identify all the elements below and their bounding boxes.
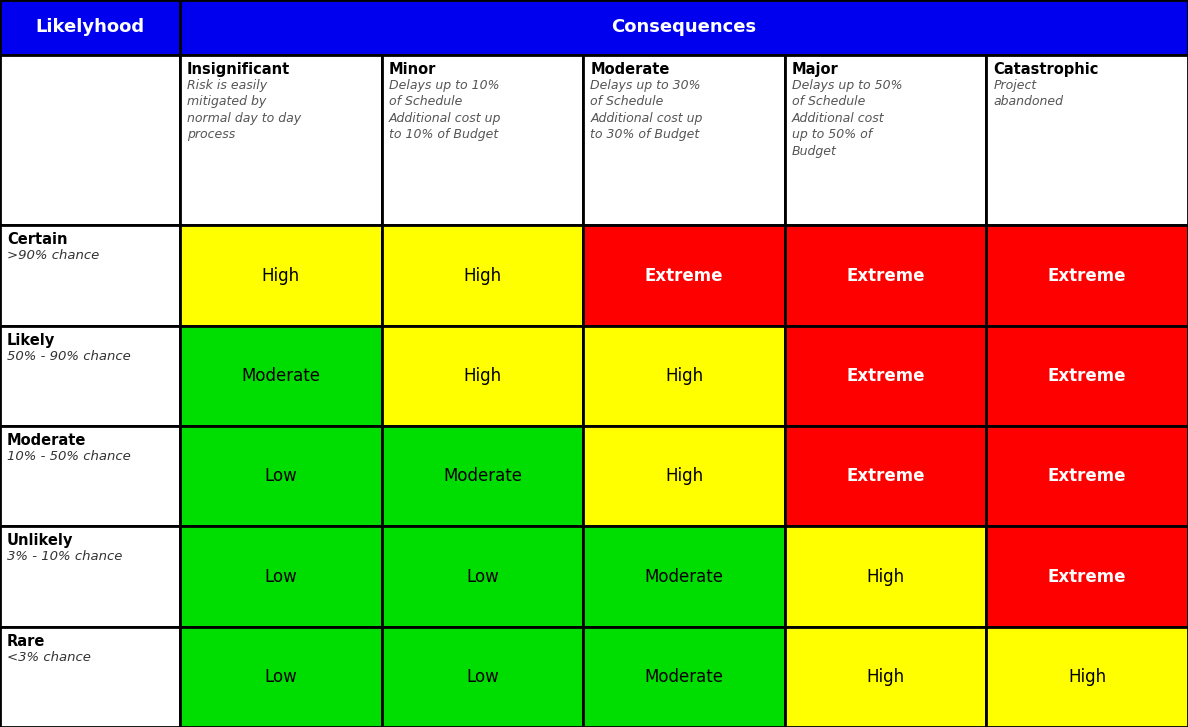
Text: 50% - 90% chance: 50% - 90% chance <box>7 350 131 363</box>
Bar <box>986 225 1188 326</box>
Text: High: High <box>261 267 299 284</box>
Bar <box>583 55 785 225</box>
Bar <box>181 55 381 225</box>
Bar <box>785 225 986 326</box>
Text: >90% chance: >90% chance <box>7 249 100 262</box>
Text: Extreme: Extreme <box>846 467 924 485</box>
Bar <box>785 526 986 627</box>
Bar <box>785 55 986 225</box>
Text: High: High <box>665 467 703 485</box>
Bar <box>181 225 381 326</box>
Bar <box>0 225 181 326</box>
Text: Moderate: Moderate <box>590 62 670 76</box>
Bar <box>181 426 381 526</box>
Text: Moderate: Moderate <box>645 568 723 585</box>
Text: Project
abandoned: Project abandoned <box>993 79 1063 108</box>
Text: Extreme: Extreme <box>1048 467 1126 485</box>
Text: High: High <box>866 668 904 686</box>
Text: Risk is easily
mitigated by
normal day to day
process: Risk is easily mitigated by normal day t… <box>187 79 301 141</box>
Text: Extreme: Extreme <box>1048 267 1126 284</box>
Text: 3% - 10% chance: 3% - 10% chance <box>7 550 122 563</box>
Text: Moderate: Moderate <box>443 467 522 485</box>
Text: Likely: Likely <box>7 333 56 348</box>
Bar <box>0 526 181 627</box>
Bar <box>583 426 785 526</box>
Text: Delays up to 10%
of Schedule
Additional cost up
to 10% of Budget: Delays up to 10% of Schedule Additional … <box>388 79 501 141</box>
Text: High: High <box>463 367 501 385</box>
Text: Rare: Rare <box>7 634 45 648</box>
Bar <box>0 426 181 526</box>
Text: Consequences: Consequences <box>612 18 757 36</box>
Text: Extreme: Extreme <box>1048 367 1126 385</box>
Text: Minor: Minor <box>388 62 436 76</box>
Text: Delays up to 30%
of Schedule
Additional cost up
to 30% of Budget: Delays up to 30% of Schedule Additional … <box>590 79 702 141</box>
Text: Major: Major <box>791 62 839 76</box>
Text: Low: Low <box>265 668 297 686</box>
Text: Moderate: Moderate <box>645 668 723 686</box>
Text: Certain: Certain <box>7 233 68 247</box>
Text: Delays up to 50%
of Schedule
Additional cost
up to 50% of
Budget: Delays up to 50% of Schedule Additional … <box>791 79 903 158</box>
Bar <box>381 627 583 727</box>
Text: Insignificant: Insignificant <box>187 62 290 76</box>
Bar <box>986 526 1188 627</box>
Text: Unlikely: Unlikely <box>7 534 74 548</box>
Text: Moderate: Moderate <box>7 433 87 448</box>
Text: Low: Low <box>265 467 297 485</box>
Bar <box>381 526 583 627</box>
Bar <box>381 426 583 526</box>
Bar <box>986 426 1188 526</box>
Text: Low: Low <box>466 668 499 686</box>
Text: Extreme: Extreme <box>846 267 924 284</box>
Text: Extreme: Extreme <box>1048 568 1126 585</box>
Bar <box>785 326 986 426</box>
Text: High: High <box>1068 668 1106 686</box>
Bar <box>785 426 986 526</box>
Bar <box>0 0 181 55</box>
Text: High: High <box>866 568 904 585</box>
Bar <box>583 225 785 326</box>
Text: Extreme: Extreme <box>645 267 723 284</box>
Text: Low: Low <box>466 568 499 585</box>
Bar <box>381 326 583 426</box>
Text: 10% - 50% chance: 10% - 50% chance <box>7 450 131 463</box>
Bar <box>0 627 181 727</box>
Text: Catastrophic: Catastrophic <box>993 62 1099 76</box>
Text: Low: Low <box>265 568 297 585</box>
Text: Likelyhood: Likelyhood <box>36 18 145 36</box>
Bar <box>381 225 583 326</box>
Bar <box>181 0 1188 55</box>
Bar <box>181 526 381 627</box>
Bar <box>986 627 1188 727</box>
Bar <box>0 55 181 225</box>
Text: Moderate: Moderate <box>241 367 321 385</box>
Bar <box>181 627 381 727</box>
Bar <box>381 55 583 225</box>
Bar <box>181 326 381 426</box>
Text: <3% chance: <3% chance <box>7 651 90 664</box>
Text: High: High <box>463 267 501 284</box>
Bar <box>986 326 1188 426</box>
Bar <box>785 627 986 727</box>
Text: High: High <box>665 367 703 385</box>
Bar <box>583 627 785 727</box>
Bar <box>0 326 181 426</box>
Bar <box>583 526 785 627</box>
Bar <box>986 55 1188 225</box>
Text: Extreme: Extreme <box>846 367 924 385</box>
Bar <box>583 326 785 426</box>
